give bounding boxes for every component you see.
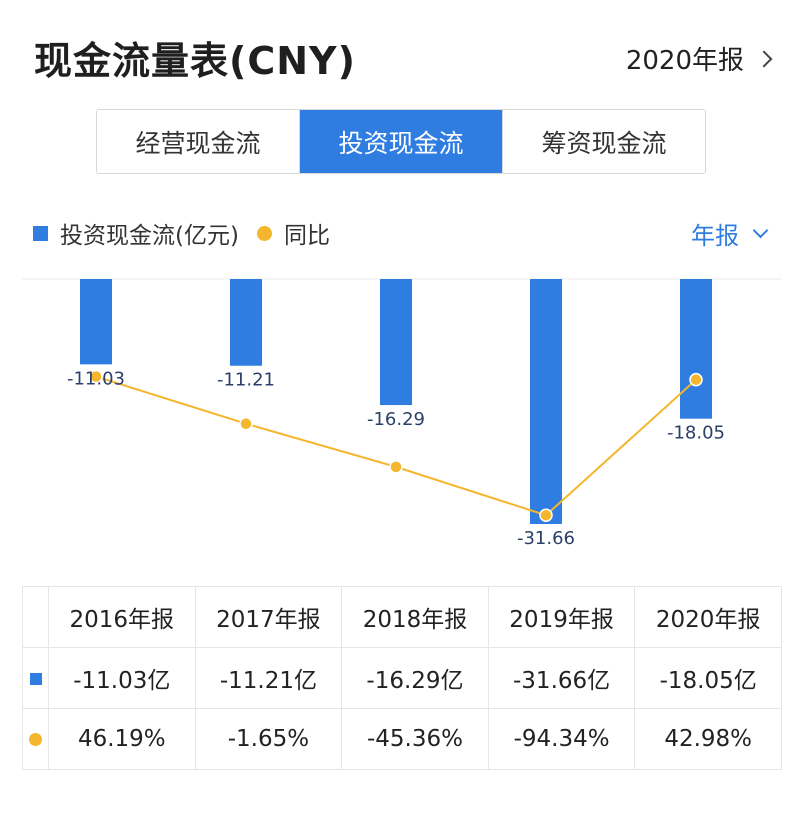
report-type-dropdown[interactable]: 年报 [691, 216, 769, 251]
bar-value-label: -16.29 [367, 409, 425, 430]
line-dot-icon [29, 733, 42, 746]
bar-2017年报 [230, 279, 262, 366]
yoy-cell: -94.34% [487, 708, 636, 770]
value-cell: -11.03亿 [48, 647, 196, 709]
cashflow-tabs: 经营现金流 投资现金流 筹资现金流 [96, 109, 706, 174]
yoy-point-2018年报 [389, 460, 403, 474]
value-cell: -16.29亿 [341, 647, 489, 709]
table-header-cell: 2019年报 [487, 586, 636, 648]
tab-operating[interactable]: 经营现金流 [97, 110, 300, 173]
table-header-row: 2016年报 2017年报 2018年报 2019年报 2020年报 [22, 586, 782, 648]
data-table: 2016年报 2017年报 2018年报 2019年报 2020年报 -11.0… [22, 586, 782, 770]
bar-square-icon [29, 673, 42, 685]
yoy-cell: 42.98% [634, 708, 782, 770]
investing-cashflow-chart: -11.03 -11.21 -16.29 -31.66 -18.05 [22, 278, 782, 549]
value-cell: -31.66亿 [487, 647, 636, 709]
yoy-point-2019年报 [539, 508, 553, 522]
bar-value-label: -11.21 [217, 370, 275, 391]
table-header-cell: 2020年报 [634, 586, 782, 648]
bar-legend-square-icon [33, 225, 48, 241]
tab-investing[interactable]: 投资现金流 [300, 110, 503, 173]
table-row-marker [22, 647, 49, 709]
period-label: 2020年报 [625, 46, 744, 76]
table-header-cell: 2016年报 [48, 586, 196, 648]
table-row-marker [22, 708, 49, 770]
value-cell: -11.21亿 [194, 647, 343, 709]
yoy-cell: -1.65% [194, 708, 343, 770]
yoy-point-2020年报 [689, 372, 703, 387]
tab-financing[interactable]: 筹资现金流 [503, 110, 705, 173]
yoy-point-2016年报 [89, 369, 103, 384]
yoy-point-2017年报 [239, 416, 253, 431]
chart-legend: 投资现金流(亿元) 同比 [33, 216, 330, 250]
legend-series1: 投资现金流(亿元) [60, 223, 239, 249]
bar-2020年报 [680, 279, 712, 419]
report-type-label: 年报 [691, 222, 739, 250]
bar-2018年报 [380, 279, 412, 406]
legend-series2: 同比 [283, 223, 330, 249]
bar-value-label: -31.66 [517, 528, 575, 549]
yoy-cell: -45.36% [341, 708, 489, 770]
table-row-yoy: 46.19% -1.65% -45.36% -94.34% 42.98% [22, 708, 782, 770]
table-corner-cell [22, 586, 49, 648]
bar-2016年报 [80, 279, 112, 365]
table-row-values: -11.03亿 -11.21亿 -16.29亿 -31.66亿 -18.05亿 [22, 647, 782, 709]
table-header-cell: 2018年报 [341, 586, 489, 648]
yoy-cell: 46.19% [48, 708, 196, 770]
period-selector[interactable]: 2020年报 [625, 40, 773, 77]
value-cell: -18.05亿 [634, 647, 782, 709]
page-title: 现金流量表(CNY) [34, 39, 356, 83]
table-header-cell: 2017年报 [194, 586, 343, 648]
bar-2019年报 [530, 279, 562, 524]
bar-value-label: -11.03 [67, 368, 125, 389]
line-legend-dot-icon [256, 225, 272, 241]
bar-value-label: -18.05 [667, 423, 725, 444]
